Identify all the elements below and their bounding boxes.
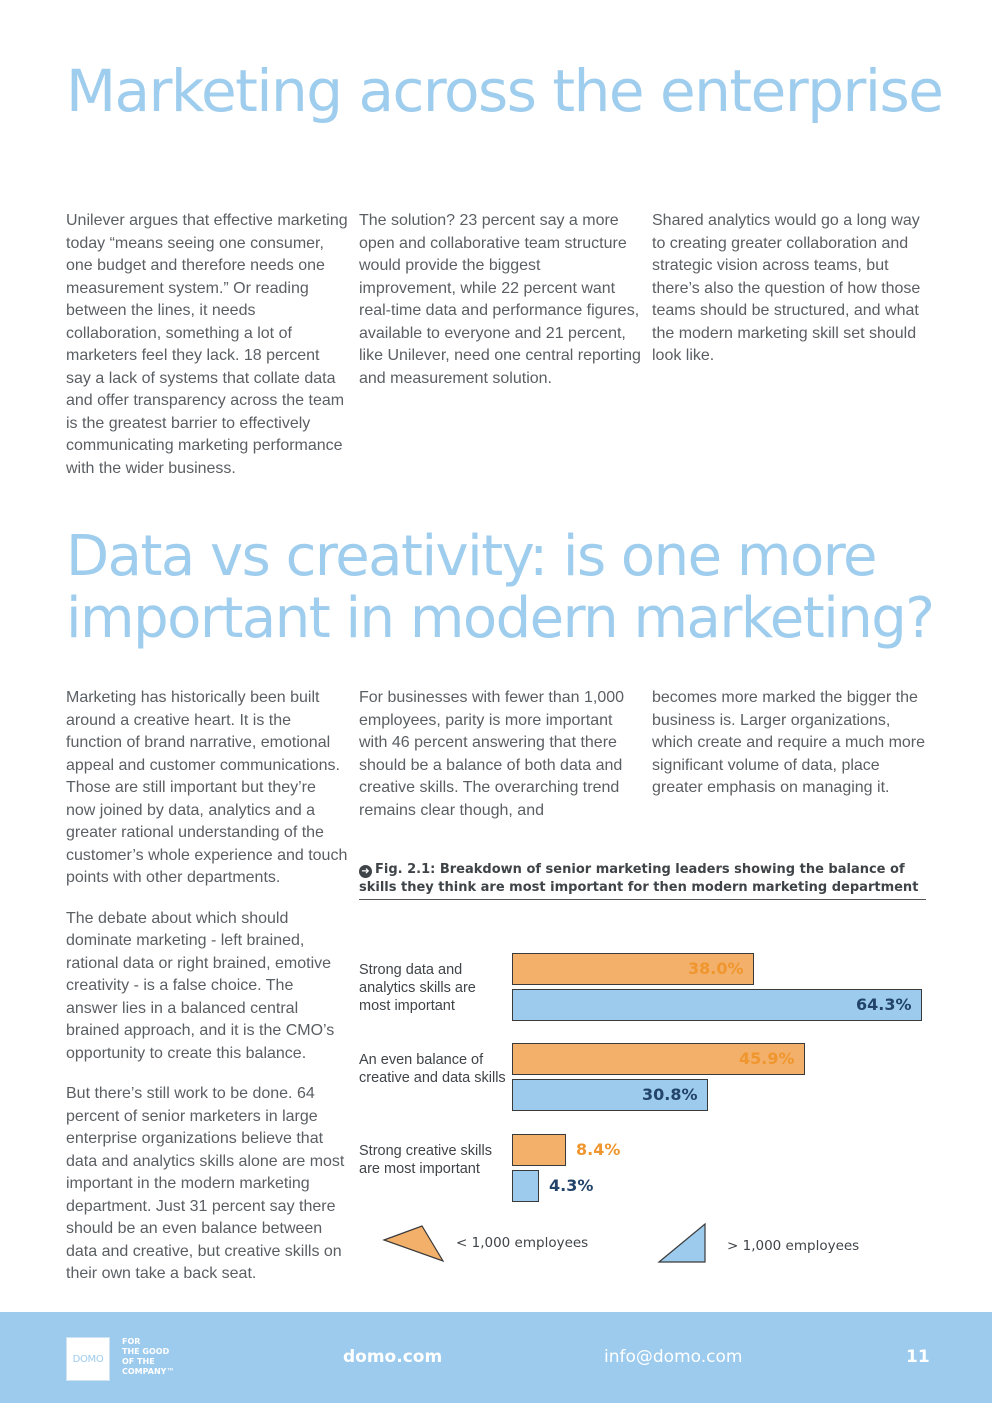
data-label-creative-skills-large-companies: 4.3% bbox=[549, 1176, 594, 1195]
bar-even-balance-small-companies bbox=[512, 1043, 805, 1075]
tagline-line: COMPANY™ bbox=[122, 1367, 175, 1376]
data-label-data-skills-large-companies: 64.3% bbox=[856, 995, 912, 1014]
title-line-1: Data vs creativity: is one more bbox=[66, 524, 878, 589]
section2-column-1: Marketing has historically been built ar… bbox=[66, 687, 348, 1304]
category-label-data-skills: Strong data and analytics skills are mos… bbox=[359, 962, 476, 1014]
data-label-even-balance-small-companies: 45.9% bbox=[739, 1049, 795, 1068]
section2-col3-text: becomes more marked the bigger the busin… bbox=[652, 689, 926, 796]
domo-logo[interactable]: DOMO bbox=[66, 1337, 110, 1381]
section2-col1-paragraph-3: But there’s still work to be done. 64 pe… bbox=[66, 1085, 345, 1282]
legend-label-small: < 1,000 employees bbox=[456, 1235, 589, 1251]
section1-column-1: Unilever argues that effective marketing… bbox=[66, 210, 348, 498]
section1-col2-text: The solution? 23 percent say a more open… bbox=[359, 212, 641, 387]
tagline-line: THE GOOD bbox=[122, 1347, 170, 1356]
tagline: FOR THE GOOD OF THE COMPANY™ bbox=[122, 1337, 192, 1377]
tagline-line: FOR bbox=[122, 1337, 141, 1346]
bar-even-balance-large-companies bbox=[512, 1079, 708, 1111]
data-label-creative-skills-small-companies: 8.4% bbox=[576, 1140, 621, 1159]
legend-orange-triangle-icon bbox=[382, 1225, 445, 1263]
category-label-creative-skills: Strong creative skills are most importan… bbox=[359, 1143, 492, 1177]
section-title-data-vs-creativity: Data vs creativity: is one more importan… bbox=[66, 524, 935, 651]
section1-column-3: Shared analytics would go a long way to … bbox=[652, 210, 934, 386]
category-label-even-balance: An even balance of creative and data ski… bbox=[359, 1052, 506, 1086]
section-title-marketing: Marketing across the enterprise bbox=[66, 57, 944, 125]
bar-creative-skills-small-companies bbox=[512, 1134, 566, 1166]
section2-col2-text: For businesses with fewer than 1,000 emp… bbox=[359, 689, 625, 819]
arrow-right-circle-icon: ➜ bbox=[359, 865, 372, 878]
section2-col1-paragraph-2: The debate about which should dominate m… bbox=[66, 909, 335, 1062]
section2-col1-paragraph-1: Marketing has historically been built ar… bbox=[66, 689, 348, 886]
legend-label-large: > 1,000 employees bbox=[727, 1238, 860, 1254]
section1-column-2: The solution? 23 percent say a more open… bbox=[359, 210, 641, 408]
data-label-data-skills-small-companies: 38.0% bbox=[688, 959, 744, 978]
footer: DOMO FOR THE GOOD OF THE COMPANY™ domo.c… bbox=[0, 1312, 992, 1403]
email-link[interactable]: info@domo.com bbox=[604, 1347, 743, 1367]
figure-caption: ➜ Fig. 2.1: Breakdown of senior marketing… bbox=[359, 861, 926, 900]
bar-creative-skills-large-companies bbox=[512, 1170, 539, 1202]
page-number: 11 bbox=[906, 1347, 930, 1367]
section1-col1-text: Unilever argues that effective marketing… bbox=[66, 212, 348, 477]
legend-blue-triangle-icon bbox=[657, 1222, 706, 1263]
website-link[interactable]: domo.com bbox=[343, 1347, 443, 1367]
tagline-line: OF THE bbox=[122, 1357, 155, 1366]
bar-data-skills-small-companies bbox=[512, 953, 754, 985]
figure-caption-text: Fig. 2.1: Breakdown of senior marketing … bbox=[359, 862, 919, 895]
section2-column-2: For businesses with fewer than 1,000 emp… bbox=[359, 687, 641, 840]
title-line-2: important in modern marketing? bbox=[66, 586, 935, 651]
section2-column-3: becomes more marked the bigger the busin… bbox=[652, 687, 934, 818]
section1-col3-text: Shared analytics would go a long way to … bbox=[652, 212, 921, 364]
data-label-even-balance-large-companies: 30.8% bbox=[642, 1085, 698, 1104]
bar-data-skills-large-companies bbox=[512, 989, 922, 1021]
